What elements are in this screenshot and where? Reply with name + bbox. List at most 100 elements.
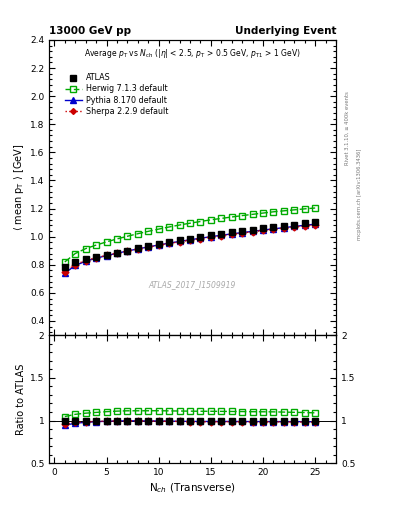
Text: mcplots.cern.ch [arXiv:1306.3436]: mcplots.cern.ch [arXiv:1306.3436] xyxy=(357,149,362,240)
Herwig 7.1.3 default xyxy=(292,207,297,213)
Sherpa 2.2.9 default xyxy=(250,229,255,235)
Pythia 8.170 default xyxy=(208,233,213,240)
Herwig 7.1.3 default xyxy=(115,236,119,242)
Herwig 7.1.3 default xyxy=(62,259,67,265)
Text: 13000 GeV pp: 13000 GeV pp xyxy=(49,26,131,35)
ATLAS xyxy=(167,239,171,245)
Sherpa 2.2.9 default xyxy=(230,231,234,238)
ATLAS xyxy=(83,256,88,262)
Pythia 8.170 default xyxy=(73,263,77,269)
ATLAS xyxy=(125,248,130,254)
Herwig 7.1.3 default xyxy=(271,209,276,215)
Sherpa 2.2.9 default xyxy=(177,239,182,245)
Herwig 7.1.3 default xyxy=(156,226,161,232)
Sherpa 2.2.9 default xyxy=(125,248,130,254)
Herwig 7.1.3 default xyxy=(125,233,130,239)
Herwig 7.1.3 default xyxy=(230,214,234,220)
Sherpa 2.2.9 default xyxy=(73,262,77,268)
Pythia 8.170 default xyxy=(104,252,109,259)
Pythia 8.170 default xyxy=(198,235,203,241)
ATLAS xyxy=(292,222,297,228)
ATLAS xyxy=(115,250,119,256)
Text: ATLAS_2017_I1509919: ATLAS_2017_I1509919 xyxy=(149,281,236,289)
ATLAS xyxy=(73,259,77,265)
Herwig 7.1.3 default xyxy=(198,219,203,225)
Pythia 8.170 default xyxy=(281,225,286,231)
Herwig 7.1.3 default xyxy=(302,206,307,212)
Herwig 7.1.3 default xyxy=(83,246,88,252)
Sherpa 2.2.9 default xyxy=(83,258,88,264)
ATLAS xyxy=(230,229,234,236)
ATLAS xyxy=(302,220,307,226)
Text: Rivet 3.1.10, ≥ 400k events: Rivet 3.1.10, ≥ 400k events xyxy=(345,91,350,165)
Sherpa 2.2.9 default xyxy=(146,244,151,250)
Herwig 7.1.3 default xyxy=(240,212,244,219)
Line: Pythia 8.170 default: Pythia 8.170 default xyxy=(62,221,318,276)
Text: Average $p_\mathrm{T}$ vs $N_\mathrm{ch}$ ($|\eta|$ < 2.5, $p_\mathrm{T}$ > 0.5 : Average $p_\mathrm{T}$ vs $N_\mathrm{ch}… xyxy=(84,47,301,60)
Sherpa 2.2.9 default xyxy=(156,242,161,248)
Pythia 8.170 default xyxy=(302,222,307,228)
ATLAS xyxy=(198,234,203,240)
Sherpa 2.2.9 default xyxy=(94,254,98,261)
ATLAS xyxy=(313,219,318,225)
Sherpa 2.2.9 default xyxy=(187,237,192,243)
Pythia 8.170 default xyxy=(240,229,244,236)
Pythia 8.170 default xyxy=(271,226,276,232)
Sherpa 2.2.9 default xyxy=(62,269,67,275)
Pythia 8.170 default xyxy=(261,227,265,233)
Y-axis label: Ratio to ATLAS: Ratio to ATLAS xyxy=(16,364,26,435)
Pythia 8.170 default xyxy=(187,237,192,243)
ATLAS xyxy=(219,231,224,237)
Herwig 7.1.3 default xyxy=(313,205,318,211)
Sherpa 2.2.9 default xyxy=(136,246,140,252)
Sherpa 2.2.9 default xyxy=(167,240,171,246)
Pythia 8.170 default xyxy=(219,232,224,239)
ATLAS xyxy=(250,227,255,233)
Sherpa 2.2.9 default xyxy=(261,227,265,233)
ATLAS xyxy=(156,241,161,247)
ATLAS xyxy=(240,228,244,234)
Sherpa 2.2.9 default xyxy=(208,234,213,240)
Herwig 7.1.3 default xyxy=(104,239,109,245)
Line: ATLAS: ATLAS xyxy=(62,219,318,270)
Pythia 8.170 default xyxy=(292,223,297,229)
Text: Underlying Event: Underlying Event xyxy=(235,26,336,35)
ATLAS xyxy=(208,232,213,239)
Herwig 7.1.3 default xyxy=(146,228,151,234)
ATLAS xyxy=(104,251,109,258)
ATLAS xyxy=(136,245,140,251)
Line: Herwig 7.1.3 default: Herwig 7.1.3 default xyxy=(62,205,318,265)
Herwig 7.1.3 default xyxy=(219,216,224,222)
Herwig 7.1.3 default xyxy=(177,222,182,228)
Pythia 8.170 default xyxy=(230,231,234,237)
Herwig 7.1.3 default xyxy=(261,210,265,216)
Sherpa 2.2.9 default xyxy=(271,226,276,232)
Herwig 7.1.3 default xyxy=(281,208,286,214)
Sherpa 2.2.9 default xyxy=(104,252,109,259)
Sherpa 2.2.9 default xyxy=(292,224,297,230)
Herwig 7.1.3 default xyxy=(167,224,171,230)
Pythia 8.170 default xyxy=(250,228,255,234)
Pythia 8.170 default xyxy=(83,258,88,264)
ATLAS xyxy=(177,237,182,243)
Pythia 8.170 default xyxy=(156,242,161,248)
Pythia 8.170 default xyxy=(136,246,140,252)
Pythia 8.170 default xyxy=(167,240,171,246)
Pythia 8.170 default xyxy=(146,244,151,250)
Pythia 8.170 default xyxy=(94,255,98,261)
Herwig 7.1.3 default xyxy=(73,250,77,257)
Sherpa 2.2.9 default xyxy=(313,222,318,228)
Pythia 8.170 default xyxy=(313,221,318,227)
Pythia 8.170 default xyxy=(125,248,130,254)
Herwig 7.1.3 default xyxy=(208,217,213,223)
Y-axis label: $\langle$ mean p$_\mathrm{T}$ $\rangle$ [GeV]: $\langle$ mean p$_\mathrm{T}$ $\rangle$ … xyxy=(12,144,26,231)
Herwig 7.1.3 default xyxy=(136,230,140,237)
Pythia 8.170 default xyxy=(115,250,119,257)
Sherpa 2.2.9 default xyxy=(302,223,307,229)
Sherpa 2.2.9 default xyxy=(281,225,286,231)
Sherpa 2.2.9 default xyxy=(219,232,224,239)
ATLAS xyxy=(187,236,192,242)
Sherpa 2.2.9 default xyxy=(115,250,119,256)
ATLAS xyxy=(281,223,286,229)
ATLAS xyxy=(62,264,67,270)
